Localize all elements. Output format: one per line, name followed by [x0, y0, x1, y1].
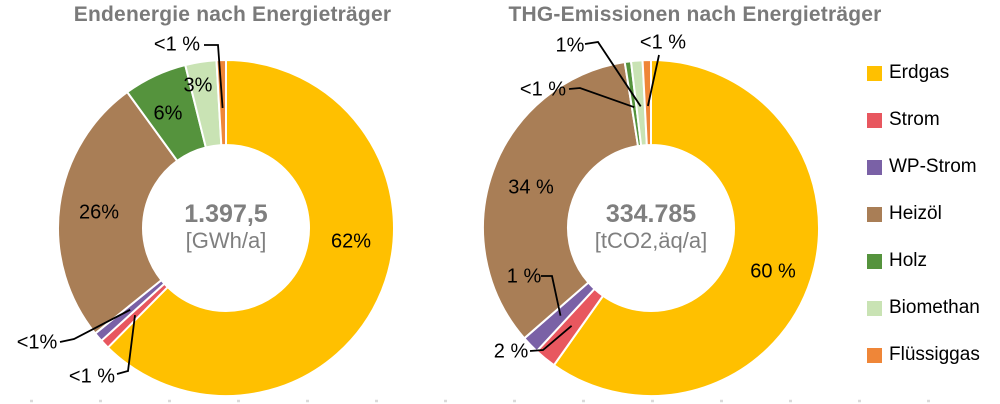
data-label-right-holz: <1 %	[520, 78, 566, 100]
total-value-endenergie: 1.397,5	[184, 200, 268, 228]
legend-label: Heizöl	[889, 203, 942, 224]
legend-swatch-icon	[867, 112, 882, 128]
leader-line-left-strom	[116, 314, 136, 375]
legend-label: Biomethan	[889, 297, 980, 318]
donut-center-right: 334.785 [tCO2,äq/a]	[551, 200, 751, 254]
chart-title-endenergie: Endenergie nach Energieträger	[73, 3, 392, 26]
data-label-right-wp-strom: 1 %	[507, 265, 542, 287]
data-label-left-biomethan: 3%	[184, 74, 213, 96]
legend-label: Holz	[889, 250, 928, 271]
legend-label: WP-Strom	[889, 156, 977, 177]
total-unit-endenergie: [GWh/a]	[185, 228, 267, 253]
legend-item-wp-strom: WP-Strom	[867, 157, 980, 177]
total-unit-thg: [tCO2,äq/a]	[594, 228, 708, 253]
segment-right-erdgas	[552, 59, 820, 397]
segment-right-fl-ssiggas	[641, 58, 652, 147]
legend: Erdgas Strom WP-Strom Heizöl Holz Biomethan Fl…	[867, 63, 980, 365]
leader-line-left-wp-strom	[59, 309, 131, 343]
segment-right-heiz-l	[482, 61, 640, 340]
data-label-left-strom: <1 %	[69, 365, 115, 387]
leader-line-right-biomethan	[584, 41, 642, 107]
data-label-right-biomethan: 1%	[556, 34, 585, 56]
data-label-right-heiz-l: 34 %	[508, 176, 554, 198]
data-label-left-erdgas: 62%	[331, 230, 371, 252]
leader-line-right-fl-ssiggas	[647, 54, 660, 107]
legend-label: Erdgas	[889, 62, 950, 83]
data-label-right-erdgas: 60 %	[750, 260, 796, 282]
legend-swatch-icon	[867, 300, 882, 316]
legend-item-strom: Strom	[867, 110, 980, 130]
legend-swatch-icon	[867, 65, 882, 81]
legend-swatch-icon	[867, 159, 882, 175]
data-label-left-heiz-l: 26%	[79, 201, 119, 223]
data-label-right-strom: 2 %	[494, 340, 529, 362]
data-label-left-fl-ssiggas: <1 %	[154, 33, 200, 55]
legend-swatch-icon	[867, 253, 882, 269]
data-label-left-holz: 6%	[154, 102, 183, 124]
legend-item-erdgas: Erdgas	[867, 63, 980, 83]
data-label-right-fl-ssiggas: <1 %	[640, 31, 686, 53]
data-label-left-wp-strom: <1%	[17, 331, 58, 353]
legend-item-holz: Holz	[867, 251, 980, 271]
segment-left-erdgas	[106, 59, 395, 397]
leader-line-right-wp-strom	[541, 275, 562, 316]
legend-label: Strom	[889, 109, 940, 130]
leader-line-right-holz	[568, 87, 635, 109]
legend-label: Flüssiggas	[889, 344, 980, 365]
legend-swatch-icon	[867, 347, 882, 363]
legend-swatch-icon	[867, 206, 882, 222]
donut-center-left: 1.397,5 [GWh/a]	[126, 200, 326, 254]
segment-left-heiz-l	[57, 91, 179, 335]
legend-item-fl-ssiggas: Flüssiggas	[867, 345, 980, 365]
leader-line-right-strom	[529, 325, 573, 352]
leader-line-left-fl-ssiggas	[204, 44, 224, 109]
legend-item-biomethan: Biomethan	[867, 298, 980, 318]
chart-title-thg: THG-Emissionen nach Energieträger	[508, 3, 882, 26]
total-value-thg: 334.785	[605, 200, 697, 228]
legend-item-heiz-l: Heizöl	[867, 204, 980, 224]
